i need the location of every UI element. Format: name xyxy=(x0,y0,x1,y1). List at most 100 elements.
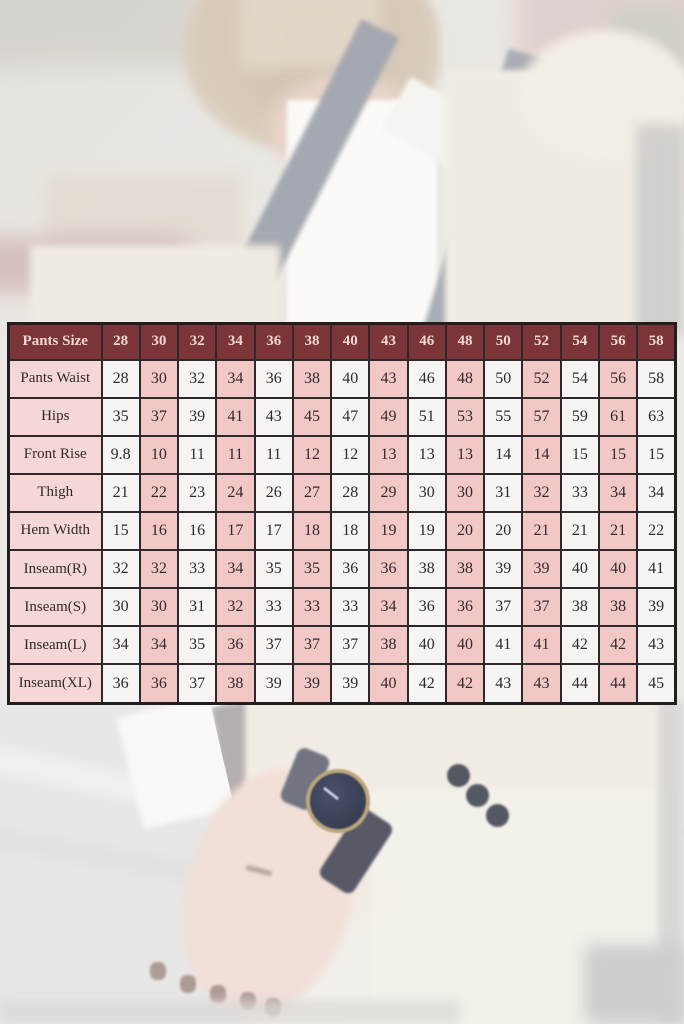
measurement-cell: 35 xyxy=(291,549,333,590)
measurement-cell: 42 xyxy=(559,625,600,666)
measurement-cell: 40 xyxy=(444,625,486,666)
measurement-cell: 15 xyxy=(597,434,639,475)
table-body: Pants Waist 28 30 32 34 36 38 40 43 46 48 50 52 54 56 5… xyxy=(7,358,677,705)
row-label: Pants Waist xyxy=(7,358,103,399)
header-cell-size: 48 xyxy=(444,322,486,361)
row-label: Inseam(L) xyxy=(7,625,103,666)
measurement-cell: 17 xyxy=(215,510,256,552)
measurement-cell: 32 xyxy=(215,587,256,628)
measurement-cell: 19 xyxy=(368,510,409,552)
measurement-cell: 61 xyxy=(597,396,639,437)
measurement-cell: 35 xyxy=(100,396,141,437)
measurement-cell: 36 xyxy=(444,587,486,628)
measurement-cell: 33 xyxy=(330,587,371,628)
measurement-cell: 30 xyxy=(138,358,180,399)
measurement-cell: 39 xyxy=(291,663,333,705)
measurement-cell: 36 xyxy=(368,549,409,590)
row-label: Front Rise xyxy=(7,434,103,475)
header-cell-size: 30 xyxy=(138,322,180,361)
measurement-cell: 21 xyxy=(100,472,141,513)
photo-right-shadow-shape xyxy=(636,125,684,335)
measurement-cell: 54 xyxy=(559,358,600,399)
table-row: Inseam(XL) 36 36 37 38 39 39 39 40 42 42 43 43 44 44 45 xyxy=(7,663,677,705)
measurement-cell: 40 xyxy=(368,663,409,705)
measurement-cell: 34 xyxy=(636,472,677,513)
measurement-cell: 14 xyxy=(521,434,562,475)
measurement-cell: 44 xyxy=(597,663,639,705)
measurement-cell: 10 xyxy=(138,434,180,475)
measurement-cell: 34 xyxy=(597,472,639,513)
measurement-cell: 46 xyxy=(406,358,447,399)
header-cell-size: 46 xyxy=(406,322,447,361)
measurement-cell: 13 xyxy=(444,434,486,475)
measurement-cell: 45 xyxy=(636,663,677,705)
header-cell-size: 52 xyxy=(521,322,562,361)
measurement-cell: 32 xyxy=(521,472,562,513)
measurement-cell: 28 xyxy=(100,358,141,399)
measurement-cell: 43 xyxy=(253,396,294,437)
row-label: Inseam(S) xyxy=(7,587,103,628)
measurement-cell: 27 xyxy=(291,472,333,513)
measurement-cell: 9.8 xyxy=(100,434,141,475)
measurement-cell: 15 xyxy=(100,510,141,552)
measurement-cell: 22 xyxy=(138,472,180,513)
measurement-cell: 13 xyxy=(406,434,447,475)
measurement-cell: 42 xyxy=(597,625,639,666)
measurement-cell: 38 xyxy=(291,358,333,399)
measurement-cell: 38 xyxy=(559,587,600,628)
measurement-cell: 38 xyxy=(215,663,256,705)
measurement-cell: 13 xyxy=(368,434,409,475)
measurement-cell: 21 xyxy=(521,510,562,552)
header-cell-pants-size: Pants Size xyxy=(7,322,103,361)
measurement-cell: 12 xyxy=(330,434,371,475)
measurement-cell: 41 xyxy=(521,625,562,666)
measurement-cell: 28 xyxy=(330,472,371,513)
header-cell-size: 36 xyxy=(253,322,294,361)
measurement-cell: 34 xyxy=(215,358,256,399)
measurement-cell: 40 xyxy=(559,549,600,590)
table-row: Inseam(S) 30 30 31 32 33 33 33 34 36 36 37 37 38 38 39 xyxy=(7,587,677,628)
header-cell-size: 40 xyxy=(330,322,371,361)
measurement-cell: 40 xyxy=(406,625,447,666)
measurement-cell: 23 xyxy=(177,472,218,513)
measurement-cell: 33 xyxy=(177,549,218,590)
measurement-cell: 38 xyxy=(406,549,447,590)
measurement-cell: 37 xyxy=(177,663,218,705)
measurement-cell: 39 xyxy=(330,663,371,705)
measurement-cell: 29 xyxy=(368,472,409,513)
measurement-cell: 32 xyxy=(138,549,180,590)
measurement-cell: 16 xyxy=(138,510,180,552)
photo-cuff-button xyxy=(447,764,470,787)
measurement-cell: 41 xyxy=(215,396,256,437)
measurement-cell: 39 xyxy=(483,549,524,590)
photo-cuff-button xyxy=(466,784,489,807)
measurement-cell: 32 xyxy=(177,358,218,399)
measurement-cell: 48 xyxy=(444,358,486,399)
measurement-cell: 14 xyxy=(483,434,524,475)
photo-cuff-button xyxy=(486,804,509,827)
measurement-cell: 58 xyxy=(636,358,677,399)
measurement-cell: 30 xyxy=(138,587,180,628)
measurement-cell: 34 xyxy=(138,625,180,666)
measurement-cell: 37 xyxy=(253,625,294,666)
measurement-cell: 15 xyxy=(636,434,677,475)
measurement-cell: 31 xyxy=(483,472,524,513)
header-cell-size: 50 xyxy=(483,322,524,361)
measurement-cell: 38 xyxy=(368,625,409,666)
header-cell-size: 28 xyxy=(100,322,141,361)
photo-knuckle-tattoo-mark xyxy=(210,985,226,1003)
measurement-cell: 63 xyxy=(636,396,677,437)
measurement-cell: 30 xyxy=(444,472,486,513)
table-row: Hips 35 37 39 41 43 45 47 49 51 53 55 57 59 61 63 xyxy=(7,396,677,437)
measurement-cell: 15 xyxy=(559,434,600,475)
measurement-cell: 24 xyxy=(215,472,256,513)
table-row: Pants Waist 28 30 32 34 36 38 40 43 46 48 50 52 54 56 5… xyxy=(7,358,677,399)
measurement-cell: 40 xyxy=(597,549,639,590)
measurement-cell: 56 xyxy=(597,358,639,399)
table-row: Front Rise 9.8 10 11 11 11 12 12 13 13 13 14 14 15 15 1… xyxy=(7,434,677,475)
measurement-cell: 43 xyxy=(636,625,677,666)
measurement-cell: 37 xyxy=(291,625,333,666)
measurement-cell: 36 xyxy=(138,663,180,705)
measurement-cell: 37 xyxy=(330,625,371,666)
measurement-cell: 43 xyxy=(521,663,562,705)
